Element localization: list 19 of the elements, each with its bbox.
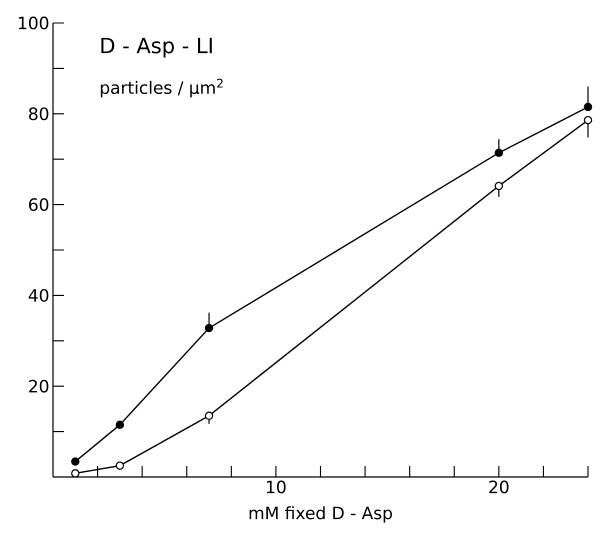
y-tick-label: 40 <box>28 288 48 302</box>
y-tick-label: 60 <box>29 198 48 212</box>
point <box>584 102 592 112</box>
point <box>204 324 214 332</box>
y-tick-label: 20 <box>29 380 48 393</box>
point <box>494 148 504 158</box>
y-axis-title: particles / μm$^{2}$ <box>100 78 223 98</box>
point <box>71 457 80 466</box>
point <box>204 412 214 420</box>
point <box>116 461 124 470</box>
point <box>584 116 592 124</box>
point <box>116 420 124 429</box>
y-tick-label: 100 <box>18 16 48 30</box>
point <box>494 182 504 190</box>
x-axis-title: mM fixed D - Asp <box>250 506 392 523</box>
text: D - Asp - LI <box>101 38 212 58</box>
x-tick-label: 10 <box>266 480 286 494</box>
point <box>71 469 80 478</box>
y-tick-label: 80 <box>29 107 48 120</box>
